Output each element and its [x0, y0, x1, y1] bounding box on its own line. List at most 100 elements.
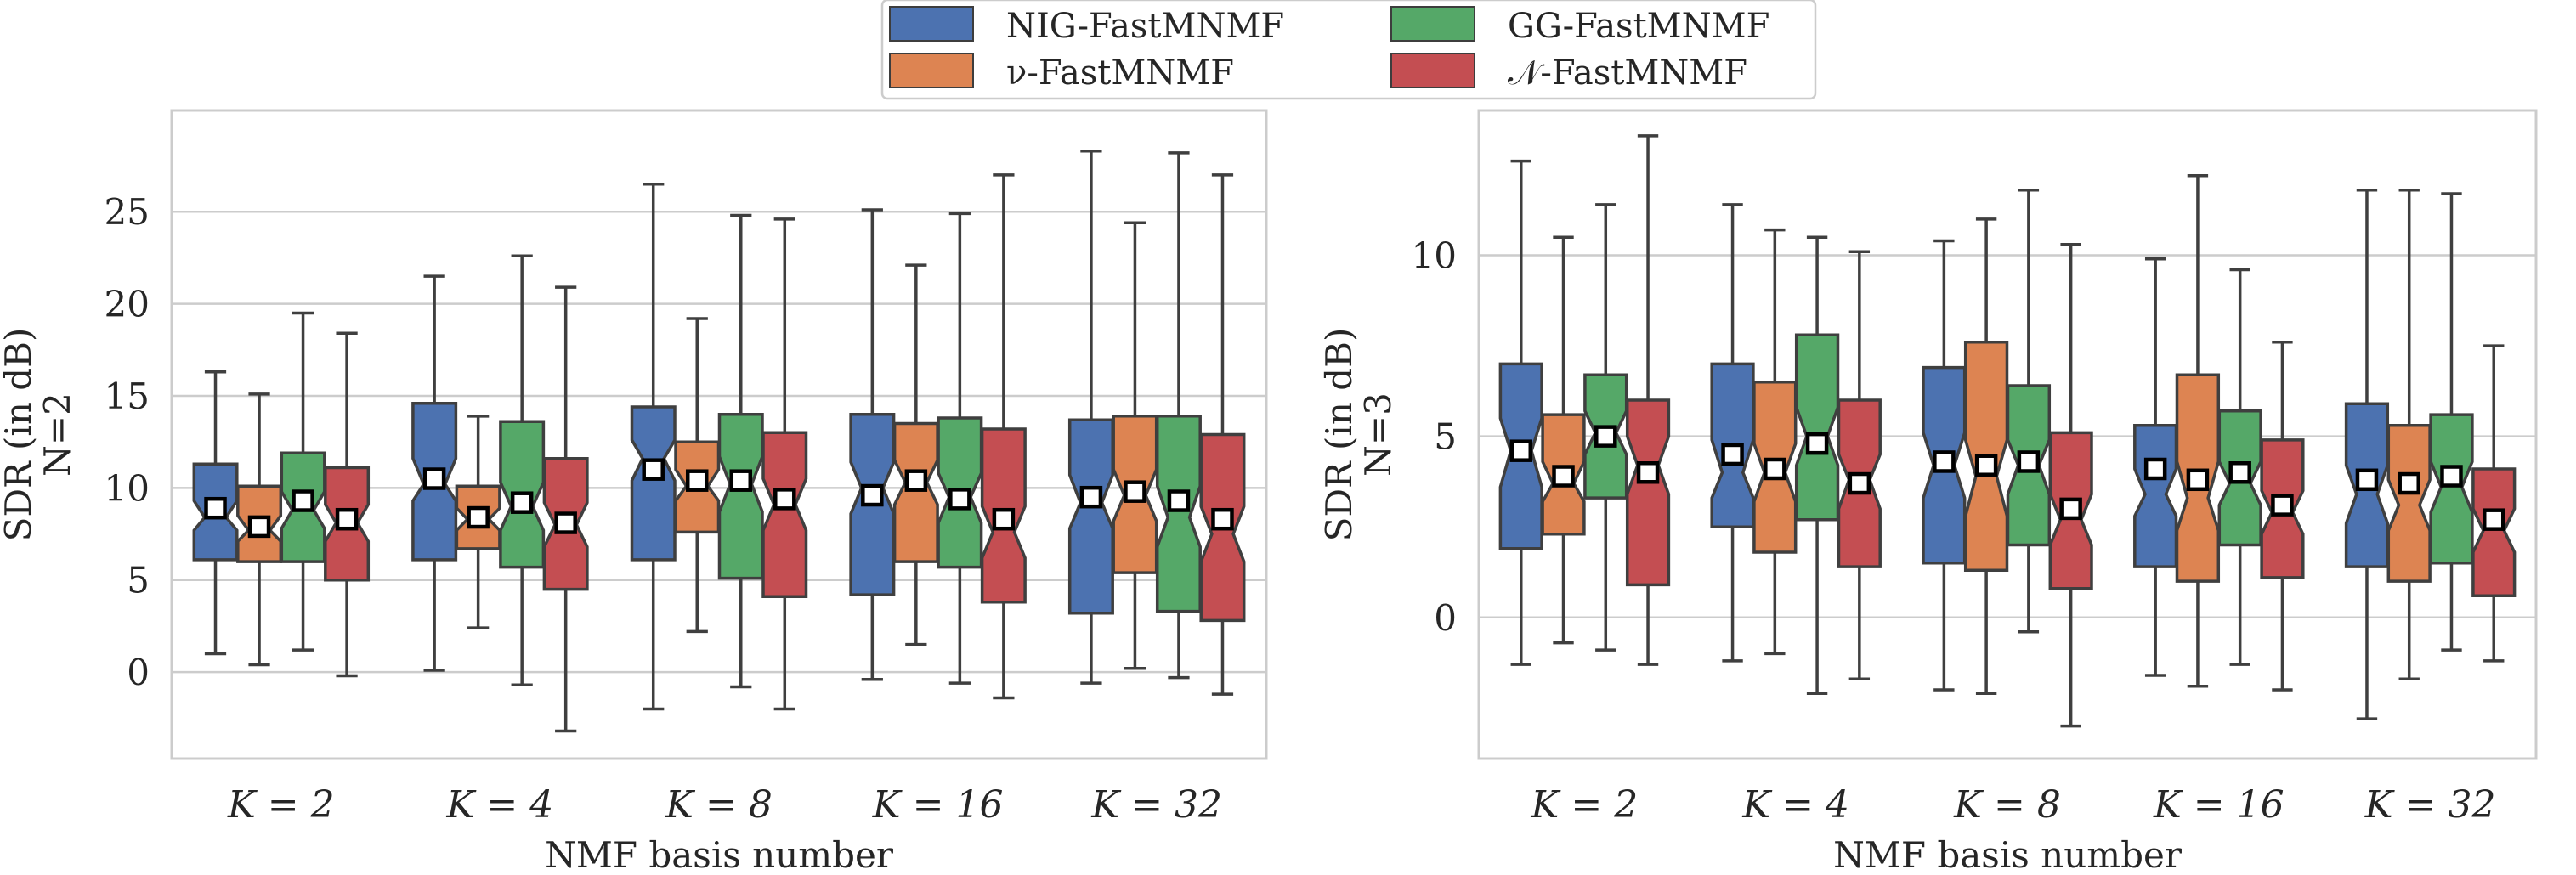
mean-marker: [2355, 468, 2379, 492]
box-1-2-1: [1794, 235, 1840, 696]
box-0-3-0: [324, 331, 371, 678]
box-body: [1155, 415, 1202, 613]
mean-marker: [948, 488, 971, 511]
box-1-2-3: [2217, 268, 2262, 666]
mean-marker: [1211, 507, 1234, 531]
y-axis-label: SDR (in dB): [1318, 328, 1360, 542]
legend-label-0: NIG-FastMNMF: [1006, 7, 1284, 46]
x-tick-label: K = 4: [1741, 783, 1849, 827]
box-1-0-4: [2344, 189, 2390, 720]
box-1-1-0: [1541, 235, 1586, 645]
box-1-3-1: [1837, 250, 1882, 680]
y-tick-label: 5: [1434, 416, 1457, 458]
box-0-0-4: [1067, 149, 1114, 685]
mean-marker: [1079, 485, 1103, 509]
y-axis-sublabel: N=3: [1357, 392, 1399, 477]
box-0-3-2: [761, 217, 808, 711]
box-body: [761, 431, 808, 599]
mean-marker: [1636, 461, 1660, 484]
chart-panel-1: 0 5 10 K = 2 K = 4 K = 8 K = 16 K = 32 NMF basis…: [1318, 109, 2538, 875]
mean-marker: [247, 515, 271, 539]
box-1-2-0: [1583, 203, 1628, 652]
mean-marker: [1594, 425, 1617, 448]
box-1-3-0: [1625, 134, 1671, 666]
box-0-0-3: [849, 208, 896, 681]
mean-marker: [467, 505, 490, 529]
x-tick-label: K = 2: [227, 783, 335, 827]
y-tick-label: 0: [1434, 597, 1457, 639]
box-body: [2386, 424, 2432, 583]
x-tick-label: K = 16: [2153, 783, 2284, 827]
mean-marker: [773, 488, 796, 511]
x-tick-label: K = 32: [1090, 783, 1222, 827]
x-axis-label: NMF basis number: [1833, 834, 2183, 871]
legend-swatch-3: [1390, 53, 1475, 88]
y-tick-label: 0: [127, 652, 150, 693]
x-tick-label: K = 16: [872, 783, 1004, 827]
x-tick-label: K = 4: [446, 783, 554, 827]
box-body: [2429, 413, 2474, 565]
box-0-1-0: [236, 392, 283, 667]
y-tick-label: 10: [1412, 235, 1457, 277]
mean-marker: [1764, 457, 1786, 481]
box-body: [2133, 424, 2178, 568]
y-tick-label: 20: [105, 284, 150, 325]
y-tick-label: 25: [105, 191, 150, 233]
mean-marker: [204, 496, 227, 520]
mean-marker: [2440, 465, 2463, 488]
mean-marker: [1509, 439, 1533, 462]
mean-marker: [2398, 471, 2420, 495]
mean-marker: [335, 507, 359, 531]
box-1-1-1: [1752, 228, 1798, 656]
box-1-1-3: [2175, 173, 2221, 688]
box-1-0-3: [2133, 257, 2178, 677]
mean-marker: [1805, 432, 1829, 455]
legend-swatch-1: [1390, 6, 1475, 42]
x-tick-label: K = 8: [665, 783, 773, 827]
box-0-0-0: [192, 370, 239, 656]
box-0-2-4: [1155, 151, 1202, 680]
box-body: [717, 412, 764, 580]
box-body: [630, 405, 677, 562]
mean-marker: [1974, 454, 1998, 477]
mean-marker: [729, 469, 753, 492]
mean-marker: [685, 469, 709, 492]
mean-marker: [510, 491, 534, 514]
box-1-0-0: [1498, 159, 1543, 666]
mean-marker: [2017, 450, 2041, 473]
mean-marker: [2143, 457, 2167, 481]
mean-marker: [2186, 468, 2210, 492]
box-0-2-2: [717, 213, 764, 689]
y-tick-label: 5: [127, 560, 150, 601]
mean-marker: [2228, 461, 2251, 484]
box-1-2-4: [2429, 192, 2474, 652]
box-0-1-4: [1112, 221, 1158, 670]
legend-label-1: GG-FastMNMF: [1508, 7, 1769, 46]
box-1-1-4: [2386, 189, 2432, 680]
mean-marker: [2059, 497, 2082, 521]
x-tick-label: K = 8: [1953, 783, 2061, 827]
box-body: [2471, 467, 2517, 597]
box-body: [892, 421, 939, 563]
y-axis-sublabel: N=2: [37, 392, 78, 477]
box-0-2-0: [280, 311, 326, 652]
legend-frame: [880, 0, 1817, 100]
mean-marker: [554, 511, 577, 534]
mean-marker: [2271, 494, 2294, 517]
box-0-3-1: [542, 285, 589, 733]
box-body: [1067, 418, 1114, 615]
box-0-1-1: [455, 415, 501, 629]
box-0-1-2: [674, 317, 721, 634]
mean-marker: [292, 489, 314, 512]
mean-marker: [904, 469, 928, 492]
mean-marker: [1721, 443, 1744, 466]
mean-marker: [1933, 450, 1956, 473]
plot-frame: [170, 109, 1268, 760]
x-tick-label: K = 2: [1531, 783, 1639, 827]
box-1-0-2: [1922, 239, 1967, 692]
box-0-0-1: [411, 274, 458, 672]
mean-marker: [1552, 465, 1575, 488]
legend-swatch-0: [889, 6, 974, 42]
